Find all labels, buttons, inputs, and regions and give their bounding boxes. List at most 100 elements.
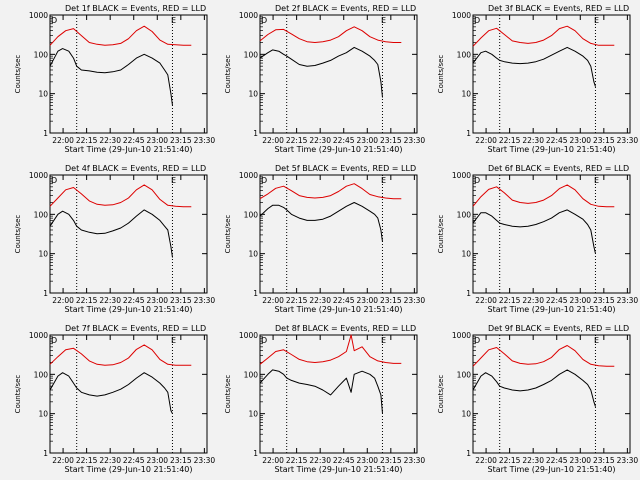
d-marker: D: [261, 176, 267, 185]
x-tick-label: 23:30: [617, 456, 639, 465]
x-axis-label: Start Time (29-Jun-10 21:51:40): [488, 465, 616, 474]
y-axis-label: Counts/sec: [14, 375, 22, 414]
lld-series-line: [49, 344, 192, 366]
e-marker: E: [381, 336, 386, 345]
x-tick-label: 22:30: [309, 456, 331, 465]
y-tick-label: 1: [253, 289, 258, 298]
lld-series-line: [259, 334, 402, 365]
events-series-line: [472, 209, 596, 254]
panel-4: Det 4f BLACK = Events, RED = LLD D E 1 10 100…: [14, 164, 215, 314]
x-tick-label: 22:45: [123, 456, 145, 465]
panel-title: Det 6f BLACK = Events, RED = LLD: [488, 164, 629, 173]
lld-series-line: [472, 184, 615, 208]
x-tick-label: 22:30: [309, 296, 331, 305]
events-series-line: [49, 48, 173, 106]
y-tick-label: 1: [466, 449, 471, 458]
y-tick-label: 1: [43, 289, 48, 298]
y-tick-label: 1: [466, 289, 471, 298]
panel-9: Det 9f BLACK = Events, RED = LLD D E 1 10 100…: [437, 324, 638, 474]
x-tick-label: 23:30: [404, 296, 426, 305]
panel-3: Det 3f BLACK = Events, RED = LLD D E 1 10 100…: [437, 4, 638, 154]
panel-title: Det 5f BLACK = Events, RED = LLD: [275, 164, 416, 173]
x-tick-label: 23:30: [194, 456, 216, 465]
x-tick-label: 22:45: [333, 456, 355, 465]
y-tick-label: 1: [253, 129, 258, 138]
y-tick-label: 1000: [29, 11, 48, 20]
x-tick-label: 22:30: [522, 136, 544, 145]
x-tick-label: 22:00: [475, 136, 497, 145]
e-marker: E: [594, 336, 599, 345]
y-tick-label: 1: [253, 449, 258, 458]
x-tick-label: 22:30: [99, 296, 121, 305]
y-tick-label: 10: [248, 410, 258, 419]
plot-frame: [49, 334, 208, 454]
events-series-line: [49, 209, 173, 258]
x-tick-label: 23:15: [170, 296, 192, 305]
x-tick-label: 22:15: [499, 296, 521, 305]
lld-series-line: [472, 25, 615, 47]
x-tick-label: 23:00: [356, 456, 378, 465]
y-axis-label: Counts/sec: [224, 55, 232, 94]
x-tick-label: 23:00: [356, 296, 378, 305]
x-tick-label: 23:15: [380, 136, 402, 145]
x-tick-label: 22:15: [286, 456, 308, 465]
x-axis-label: Start Time (29-Jun-10 21:51:40): [65, 145, 193, 154]
y-tick-label: 1000: [29, 331, 48, 340]
y-tick-label: 10: [248, 90, 258, 99]
events-series-line: [259, 202, 383, 242]
lld-series-line: [259, 183, 402, 200]
x-tick-label: 23:00: [569, 136, 591, 145]
e-marker: E: [381, 16, 386, 25]
plot-frame: [472, 334, 631, 454]
x-axis-label: Start Time (29-Jun-10 21:51:40): [488, 305, 616, 314]
panel-6: Det 6f BLACK = Events, RED = LLD D E 1 10 100…: [437, 164, 638, 314]
y-axis-label: Counts/sec: [14, 55, 22, 94]
y-tick-label: 1000: [452, 171, 471, 180]
y-tick-label: 100: [34, 50, 49, 59]
plot-frame: [49, 14, 208, 134]
x-tick-label: 22:00: [475, 456, 497, 465]
d-marker: D: [51, 176, 57, 185]
x-tick-label: 22:15: [499, 456, 521, 465]
panel-1: Det 1f BLACK = Events, RED = LLD D E 1 10 100…: [14, 4, 215, 154]
y-tick-label: 1000: [452, 331, 471, 340]
y-tick-label: 100: [244, 370, 259, 379]
x-tick-label: 22:15: [76, 296, 98, 305]
y-tick-label: 100: [457, 50, 472, 59]
y-tick-label: 1000: [239, 331, 258, 340]
x-tick-label: 23:15: [380, 456, 402, 465]
e-marker: E: [171, 16, 176, 25]
panel-title: Det 4f BLACK = Events, RED = LLD: [65, 164, 206, 173]
x-tick-label: 22:45: [123, 136, 145, 145]
y-axis-label: Counts/sec: [437, 375, 445, 414]
x-tick-label: 23:00: [146, 456, 168, 465]
x-tick-label: 22:30: [99, 456, 121, 465]
events-series-line: [472, 46, 596, 87]
x-tick-label: 22:30: [522, 296, 544, 305]
x-tick-label: 22:45: [333, 136, 355, 145]
x-tick-label: 23:30: [404, 136, 426, 145]
y-axis-label: Counts/sec: [437, 215, 445, 254]
y-tick-label: 1: [43, 129, 48, 138]
e-marker: E: [381, 176, 386, 185]
y-tick-label: 1000: [452, 11, 471, 20]
x-tick-label: 22:30: [99, 136, 121, 145]
x-tick-label: 23:15: [593, 456, 615, 465]
y-axis-label: Counts/sec: [14, 215, 22, 254]
y-tick-label: 10: [248, 250, 258, 259]
plot-frame: [259, 14, 418, 134]
plot-frame: [259, 334, 418, 454]
x-tick-label: 22:00: [52, 296, 74, 305]
x-axis-label: Start Time (29-Jun-10 21:51:40): [275, 465, 403, 474]
y-axis-label: Counts/sec: [224, 375, 232, 414]
y-tick-label: 100: [457, 370, 472, 379]
x-tick-label: 23:15: [380, 296, 402, 305]
x-tick-label: 22:15: [286, 296, 308, 305]
y-tick-label: 10: [38, 90, 48, 99]
x-axis-label: Start Time (29-Jun-10 21:51:40): [488, 145, 616, 154]
x-tick-label: 22:45: [333, 296, 355, 305]
x-axis-label: Start Time (29-Jun-10 21:51:40): [275, 145, 403, 154]
lld-series-line: [259, 26, 402, 43]
d-marker: D: [474, 336, 480, 345]
y-tick-label: 10: [38, 410, 48, 419]
